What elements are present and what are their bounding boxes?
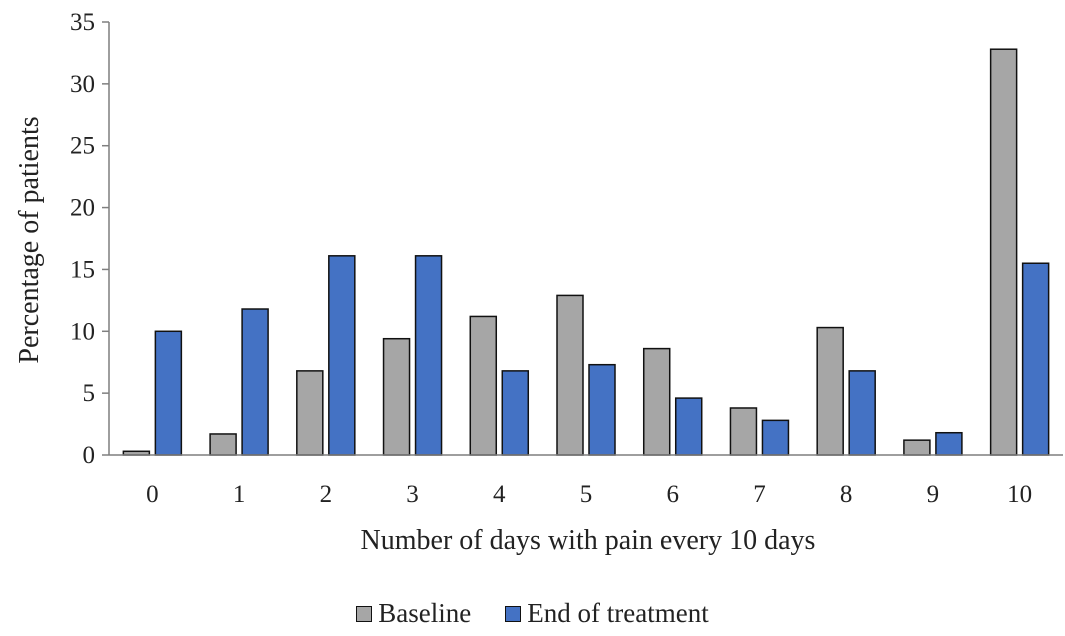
- x-tick-label: 7: [753, 481, 766, 508]
- bars: [122, 48, 1050, 456]
- bar-end-of-treatment-6: [674, 397, 703, 456]
- bar-baseline-4: [469, 315, 498, 456]
- x-axis-title: Number of days with pain every 10 days: [361, 525, 816, 556]
- bar-end-of-treatment-5: [588, 363, 616, 456]
- bar-end-of-treatment-8: [848, 370, 876, 456]
- bar-end-of-treatment-3: [414, 255, 443, 456]
- legend: Baseline End of treatment: [0, 598, 1065, 629]
- bar-baseline-2: [296, 370, 324, 456]
- bar-end-of-treatment-10: [1021, 262, 1050, 456]
- bar-end-of-treatment-2: [328, 255, 356, 456]
- bar-baseline-6: [642, 347, 671, 456]
- y-tick-label: 25: [70, 133, 95, 160]
- bar-baseline-9: [903, 439, 931, 456]
- legend-item-baseline: Baseline: [356, 598, 471, 629]
- x-tick-label: 5: [580, 481, 593, 508]
- x-axis-ticks: 0 1 2 3 4 5 6 7 8 9 10: [146, 481, 1032, 508]
- y-tick-label: 0: [83, 442, 96, 469]
- y-tick-label: 30: [70, 71, 95, 98]
- bar-chart: 0 5 10 15 20 25 30 35 0 1 2 3 4 5 6 7 8 9 10 Percentage o…: [14, 9, 1063, 556]
- x-tick-label: 6: [666, 481, 679, 508]
- x-tick-label: 8: [840, 481, 853, 508]
- bar-end-of-treatment-9: [935, 431, 963, 456]
- bar-end-of-treatment-0: [154, 330, 183, 456]
- y-tick-label: 35: [70, 9, 95, 36]
- bar-baseline-1: [209, 433, 237, 456]
- y-axis-title: Percentage of patients: [14, 116, 45, 363]
- y-axis-ticks: 0 5 10 15 20 25 30 35: [70, 9, 109, 469]
- bar-baseline-10: [989, 48, 1018, 456]
- x-tick-label: 0: [146, 481, 159, 508]
- x-tick-label: 9: [927, 481, 940, 508]
- y-tick-label: 10: [70, 318, 95, 345]
- y-tick-label: 15: [70, 256, 95, 283]
- x-tick-label: 3: [406, 481, 419, 508]
- bar-baseline-8: [816, 326, 844, 456]
- x-tick-label: 4: [493, 481, 506, 508]
- x-tick-label: 1: [233, 481, 246, 508]
- x-tick-label: 10: [1007, 481, 1032, 508]
- legend-label-baseline: Baseline: [378, 598, 472, 628]
- bar-baseline-5: [556, 294, 584, 456]
- x-tick-label: 2: [320, 481, 333, 508]
- y-tick-label: 20: [70, 195, 95, 222]
- legend-item-end-of-treatment: End of treatment: [505, 598, 709, 629]
- bar-baseline-7: [729, 407, 758, 456]
- bar-end-of-treatment-1: [241, 308, 269, 456]
- y-tick-label: 5: [83, 380, 96, 407]
- legend-swatch-baseline: [356, 605, 373, 622]
- legend-swatch-end-of-treatment: [505, 605, 522, 622]
- bar-end-of-treatment-4: [501, 370, 530, 456]
- legend-label-end-of-treatment: End of treatment: [527, 598, 709, 628]
- bar-baseline-3: [382, 337, 411, 456]
- bar-end-of-treatment-7: [761, 419, 790, 456]
